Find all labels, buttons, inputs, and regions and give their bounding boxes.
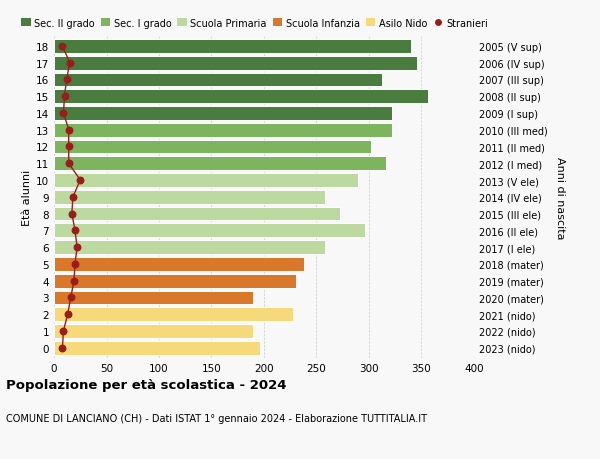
Bar: [54, 308, 293, 321]
Bar: [54, 40, 411, 54]
Bar: [54, 73, 382, 87]
Bar: [54, 123, 392, 137]
Point: [63, 311, 73, 318]
Bar: [54, 291, 253, 305]
Bar: [54, 140, 371, 154]
Point: [62, 77, 71, 84]
Point: [72, 244, 82, 251]
Point: [60, 93, 70, 101]
Bar: [54, 90, 428, 104]
Point: [59, 110, 68, 118]
Point: [69, 277, 79, 285]
Point: [64, 160, 74, 168]
Bar: [54, 274, 296, 288]
Bar: [54, 224, 365, 238]
Bar: [54, 190, 325, 204]
Text: COMUNE DI LANCIANO (CH) - Dati ISTAT 1° gennaio 2024 - Elaborazione TUTTITALIA.I: COMUNE DI LANCIANO (CH) - Dati ISTAT 1° …: [6, 413, 427, 423]
Y-axis label: Età alunni: Età alunni: [22, 169, 32, 225]
Bar: [54, 241, 325, 254]
Bar: [54, 257, 304, 271]
Point: [65, 60, 74, 67]
Point: [70, 261, 80, 268]
Text: Popolazione per età scolastica - 2024: Popolazione per età scolastica - 2024: [6, 379, 287, 392]
Point: [66, 294, 76, 302]
Point: [70, 227, 80, 235]
Bar: [54, 341, 260, 355]
Bar: [54, 107, 392, 121]
Legend: Sec. II grado, Sec. I grado, Scuola Primaria, Scuola Infanzia, Asilo Nido, Stran: Sec. II grado, Sec. I grado, Scuola Prim…: [21, 19, 488, 28]
Point: [58, 344, 67, 352]
Bar: [54, 174, 358, 187]
Point: [64, 127, 74, 134]
Point: [67, 210, 77, 218]
Point: [59, 328, 68, 335]
Point: [58, 43, 67, 50]
Point: [68, 194, 78, 201]
Point: [64, 144, 74, 151]
Bar: [54, 56, 418, 70]
Bar: [54, 157, 386, 171]
Point: [76, 177, 85, 185]
Y-axis label: Anni di nascita: Anni di nascita: [554, 156, 565, 239]
Bar: [54, 325, 253, 338]
Bar: [54, 207, 340, 221]
